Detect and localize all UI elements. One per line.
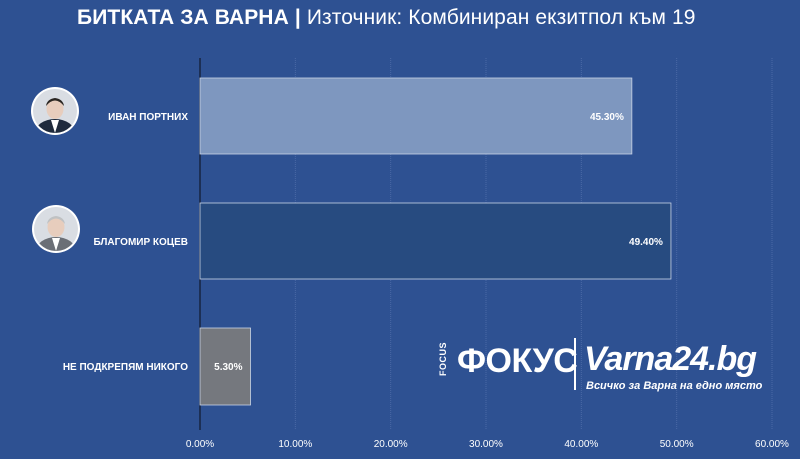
x-tick-label: 20.00%: [374, 439, 408, 450]
category-label: НЕ ПОДКРЕПЯМ НИКОГО: [63, 362, 188, 373]
title-separator: |: [294, 6, 301, 29]
x-tick-label: 0.00%: [186, 439, 214, 450]
bar-value-label: 49.40%: [629, 237, 663, 248]
varna24-logo-text: Varna24.bg: [584, 340, 757, 378]
avatar-face: [47, 217, 65, 237]
x-tick-label: 10.00%: [278, 439, 312, 450]
focus-logo-small: FOCUS: [438, 342, 448, 376]
avatar-blagomir-kotsev: [32, 205, 80, 253]
x-tick-label: 50.00%: [660, 439, 694, 450]
bar-value-label: 5.30%: [214, 362, 242, 373]
category-label: БЛАГОМИР КОЦЕВ: [93, 237, 188, 248]
focus-logo-text: ФОКУС: [457, 342, 578, 380]
avatar-shirt: [51, 120, 59, 133]
avatar-ivan-portnih: [31, 87, 79, 135]
avatar-photo: [34, 207, 78, 251]
varna24-tagline: Всичко за Варна на едно място: [586, 380, 763, 392]
x-tick-label: 40.00%: [564, 439, 598, 450]
title-main: БИТКАТА ЗА ВАРНА: [77, 6, 289, 29]
bar: [199, 327, 251, 406]
bar: [199, 202, 672, 280]
avatar-suit: [36, 237, 76, 251]
title-source: Източник: Комбиниран екзитпол към 19: [306, 6, 696, 29]
avatar-suit: [35, 119, 75, 133]
category-label: ИВАН ПОРТНИХ: [108, 112, 188, 123]
publisher-logo: FOCUS ФОКУС Varna24.bg Всичко за Варна н…: [432, 336, 762, 398]
x-tick-label: 60.00%: [755, 439, 789, 450]
bar-value-label: 45.30%: [590, 112, 624, 123]
x-tick-label: 30.00%: [469, 439, 503, 450]
chart-avatars: [31, 87, 80, 253]
avatar-hair: [47, 216, 65, 224]
avatar-face: [46, 99, 64, 119]
avatar-shirt: [52, 238, 60, 251]
chart-x-ticks: 0.00% 10.00% 20.00% 30.00% 40.00% 50.00% 60.00…: [186, 439, 789, 450]
avatar-photo: [33, 89, 77, 133]
chart-categories: ИВАН ПОРТНИХ БЛАГОМИР КОЦЕВ НЕ ПОДКРЕПЯМ Н…: [63, 112, 188, 373]
page-title: БИТКАТА ЗА ВАРНА | Източник: Комбиниран ек…: [77, 6, 696, 30]
logo-divider: [574, 338, 576, 390]
bar: [199, 77, 633, 155]
avatar-hair: [46, 98, 64, 106]
chart-bars: 45.30% 49.40% 5.30%: [199, 77, 672, 406]
